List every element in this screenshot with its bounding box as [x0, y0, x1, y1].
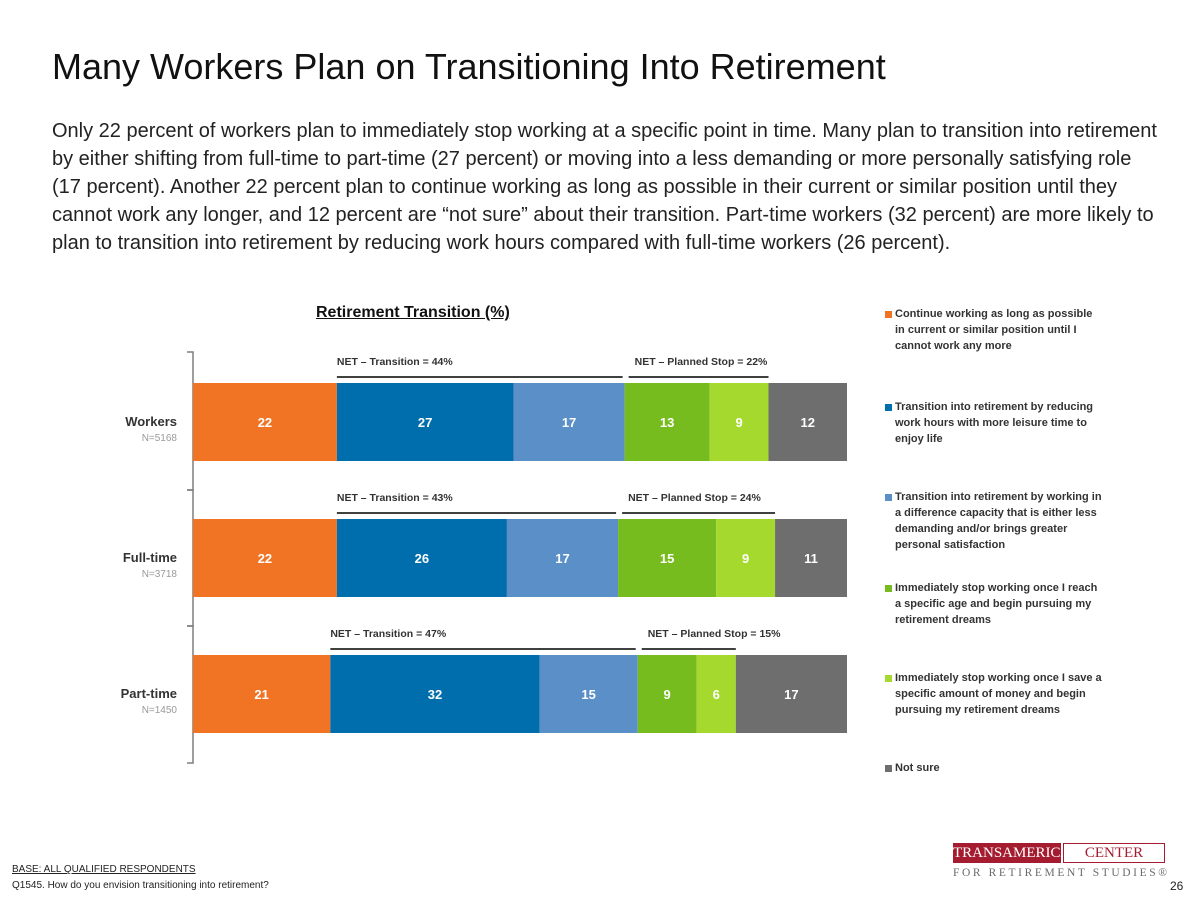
category-bracket: [187, 351, 194, 491]
category-label: Part-time: [121, 686, 177, 701]
bar-segment: [696, 655, 736, 733]
data-label: 12: [801, 415, 815, 430]
legend-swatch: [885, 765, 892, 772]
data-label: 27: [418, 415, 432, 430]
data-label: 22: [258, 415, 272, 430]
page-number: 26: [1170, 879, 1184, 893]
bar-segment: [775, 519, 847, 597]
net-transition-label: NET – Transition = 43%: [337, 492, 453, 504]
footer-question-note: Q1545. How do you envision transitioning…: [12, 880, 269, 891]
bar-segment: [716, 519, 776, 597]
net-planned-stop-label: NET – Planned Stop = 24%: [628, 492, 761, 504]
footer-base-note: BASE: ALL QUALIFIED RESPONDENTS: [12, 864, 196, 875]
data-label: 17: [555, 551, 569, 566]
net-planned-stop-label: NET – Planned Stop = 22%: [635, 356, 768, 368]
data-label: 9: [735, 415, 742, 430]
category-label: Workers: [125, 414, 177, 429]
category-label: Full-time: [123, 550, 177, 565]
data-label: 9: [664, 687, 671, 702]
logo-name-right: CENTER: [1063, 843, 1165, 863]
bar-segment: [539, 655, 638, 733]
bar-segment: [618, 519, 717, 597]
bar-segment: [735, 655, 847, 733]
data-label: 22: [258, 551, 272, 566]
category-sample-size: N=3718: [142, 569, 178, 580]
data-label: 13: [660, 415, 674, 430]
legend-label: Continue working as long as possible in …: [895, 308, 1093, 352]
legend-swatch: [885, 311, 892, 318]
data-label: 32: [428, 687, 442, 702]
bar-segment: [637, 655, 697, 733]
bar-segment: [624, 383, 710, 461]
bar-segment: [768, 383, 847, 461]
category-bracket: [187, 489, 194, 627]
data-label: 15: [660, 551, 674, 566]
logo-name-left: TRANSAMERICA: [953, 843, 1072, 863]
data-label: 11: [804, 551, 818, 566]
net-transition-label: NET – Transition = 44%: [337, 356, 453, 368]
transamerica-logo: TRANSAMERICA CENTER FOR RETIREMENT STUDI…: [953, 843, 1170, 883]
data-label: 6: [713, 687, 720, 702]
legend-swatch: [885, 585, 892, 592]
data-label: 26: [415, 551, 429, 566]
data-label: 21: [254, 687, 268, 702]
bar-segment: [193, 519, 337, 597]
legend-label: Transition into retirement by working in…: [895, 491, 1102, 551]
legend-label: Transition into retirement by reducing w…: [895, 401, 1094, 445]
chart-title: Retirement Transition (%): [316, 304, 510, 321]
category-sample-size: N=1450: [142, 705, 178, 716]
bar-segment: [709, 383, 769, 461]
bar-segment: [330, 655, 540, 733]
net-planned-stop-label: NET – Planned Stop = 15%: [648, 628, 781, 640]
legend-label: Not sure: [895, 762, 940, 774]
legend-label: Immediately stop working once I reach a …: [895, 582, 1098, 626]
data-label: 17: [562, 415, 576, 430]
summary-paragraph: Only 22 percent of workers plan to immed…: [52, 120, 1157, 254]
net-transition-label: NET – Transition = 47%: [330, 628, 446, 640]
legend-swatch: [885, 494, 892, 501]
legend-label: Immediately stop working once I save a s…: [895, 672, 1102, 716]
legend-swatch: [885, 675, 892, 682]
category-bracket: [187, 625, 194, 764]
bar-segment: [506, 519, 619, 597]
bar-segment: [336, 383, 514, 461]
category-sample-size: N=5168: [142, 433, 178, 444]
bar-segment: [336, 519, 507, 597]
bar-segment: [513, 383, 625, 461]
page-title: Many Workers Plan on Transitioning Into …: [52, 46, 886, 87]
data-label: 15: [581, 687, 595, 702]
data-label: 17: [784, 687, 798, 702]
data-label: 9: [742, 551, 749, 566]
bar-segment: [193, 655, 331, 733]
bar-segment: [193, 383, 337, 461]
logo-subtitle: FOR RETIREMENT STUDIES®: [953, 867, 1170, 879]
legend-swatch: [885, 404, 892, 411]
